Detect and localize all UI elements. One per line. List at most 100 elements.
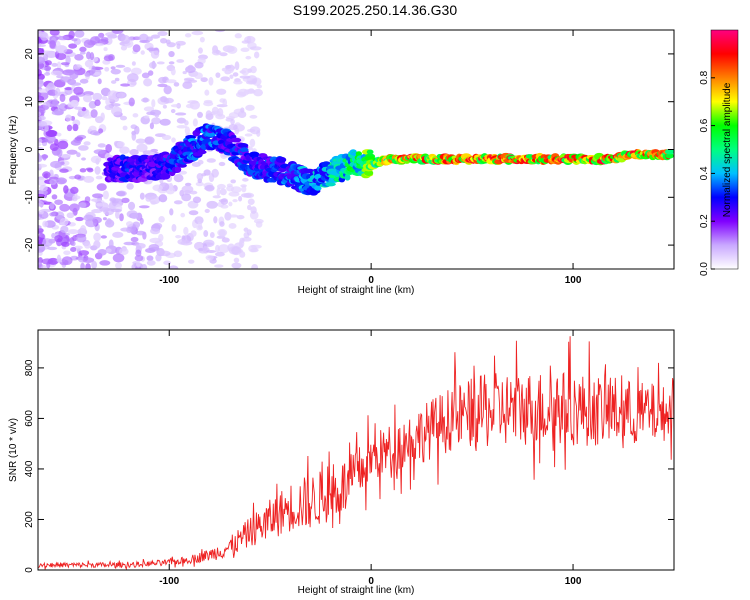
heatmap-cell (209, 232, 215, 238)
colorbar-label: Normalized spectral amplitude (722, 82, 733, 217)
heatmap-cell (41, 50, 53, 55)
heatmap-cell (325, 182, 336, 187)
heatmap-cell (170, 67, 176, 76)
heatmap-cell (130, 213, 139, 219)
colorbar-tick-label: 0.8 (699, 70, 710, 84)
heatmap-cell (219, 221, 225, 227)
heatmap-cell (44, 72, 51, 76)
heatmap-cell (173, 200, 183, 205)
heatmap-cell (219, 52, 228, 57)
heatmap-cell (94, 99, 101, 107)
heatmap-cell (255, 221, 263, 228)
heatmap-cell (146, 255, 154, 262)
heatmap-cell (93, 149, 106, 155)
heatmap-cell (38, 196, 41, 203)
heatmap-cell (49, 143, 59, 152)
heatmap-cell (116, 92, 126, 98)
heatmap-cell (110, 208, 122, 213)
heatmap-cell (173, 174, 184, 183)
heatmap-cell (95, 175, 103, 180)
heatmap-cell (38, 225, 42, 229)
heatmap-cell (199, 36, 205, 43)
heatmap-cell (151, 117, 161, 125)
heatmap-cell (224, 211, 232, 221)
snr-panel: -100 0 100 0 200 400 600 800 Height of straight… (8, 329, 675, 596)
heatmap-cell (226, 185, 235, 192)
heatmap-cell (115, 191, 126, 197)
heatmap-cell (275, 156, 287, 163)
heatmap-cell (110, 103, 121, 107)
heatmap-cell (120, 45, 128, 51)
heatmap-cell (71, 241, 76, 247)
heatmap-cell (224, 70, 232, 75)
heatmap-cell (74, 30, 85, 38)
heatmap-cell (143, 78, 153, 87)
heatmap-cell (100, 112, 105, 121)
heatmap-cell (226, 46, 238, 54)
heatmap-cell (175, 234, 182, 239)
heatmap-cell (135, 249, 142, 257)
heatmap-cell (66, 124, 73, 132)
heatmap-cell (165, 79, 177, 84)
heatmap-cell (192, 118, 198, 127)
y-tick-label: 0 (24, 146, 35, 152)
y-tick-label: 200 (24, 511, 35, 528)
heatmap-cell (211, 106, 219, 115)
heatmap-cell (206, 158, 216, 163)
heatmap-cell (228, 123, 238, 131)
heatmap-cell (86, 168, 94, 173)
heatmap-cell (144, 136, 155, 145)
heatmap-cell (38, 177, 47, 187)
heatmap-cell (243, 227, 249, 233)
heatmap-cell (344, 174, 351, 181)
heatmap-cell (94, 43, 105, 47)
colorbar-tick-label: 0.2 (699, 214, 710, 228)
heatmap-cell (158, 76, 168, 84)
heatmap-cell (163, 85, 172, 95)
heatmap-cell (83, 39, 95, 48)
spectrogram-ylabel: Frequency (Hz) (8, 116, 19, 185)
heatmap-cell (57, 35, 70, 41)
heatmap-cell (59, 93, 66, 103)
heatmap-cell (123, 67, 132, 73)
heatmap-cell (139, 217, 144, 225)
heatmap-cell (211, 49, 222, 56)
heatmap-cell (38, 163, 48, 168)
heatmap-cell (75, 234, 87, 243)
heatmap-cell (150, 49, 160, 59)
heatmap-cell (166, 42, 176, 48)
heatmap-cell (61, 241, 70, 247)
heatmap-cell (190, 230, 197, 237)
heatmap-cell (112, 231, 124, 238)
heatmap-cell (230, 137, 242, 143)
heatmap-cell (130, 236, 139, 243)
heatmap-cell (42, 171, 51, 179)
heatmap-cell (132, 36, 141, 41)
heatmap-cell (185, 135, 197, 140)
heatmap-cell (234, 33, 242, 39)
heatmap-cell (205, 110, 212, 118)
heatmap-cell (191, 30, 204, 36)
heatmap-cell (56, 132, 62, 137)
heatmap-cell (187, 64, 194, 71)
heatmap-cell (245, 104, 255, 111)
heatmap-cell (63, 250, 71, 256)
heatmap-cell (216, 88, 227, 95)
heatmap-cell (83, 175, 95, 183)
heatmap-cell (185, 103, 194, 109)
colorbar-tick-label: 0.6 (699, 118, 710, 132)
heatmap-cell (56, 61, 62, 70)
heatmap-cell (151, 99, 156, 108)
heatmap-cell (187, 100, 199, 104)
heatmap-cell (150, 227, 161, 235)
heatmap-cell (91, 65, 96, 74)
heatmap-cell (51, 110, 64, 116)
heatmap-cell (152, 184, 163, 192)
heatmap-cell (71, 197, 78, 202)
heatmap-cell (70, 139, 81, 146)
heatmap-cell (89, 52, 95, 61)
heatmap-cell (217, 244, 230, 254)
heatmap-cell (111, 106, 123, 116)
heatmap-cell (215, 113, 226, 120)
snr-series-line (38, 336, 674, 570)
